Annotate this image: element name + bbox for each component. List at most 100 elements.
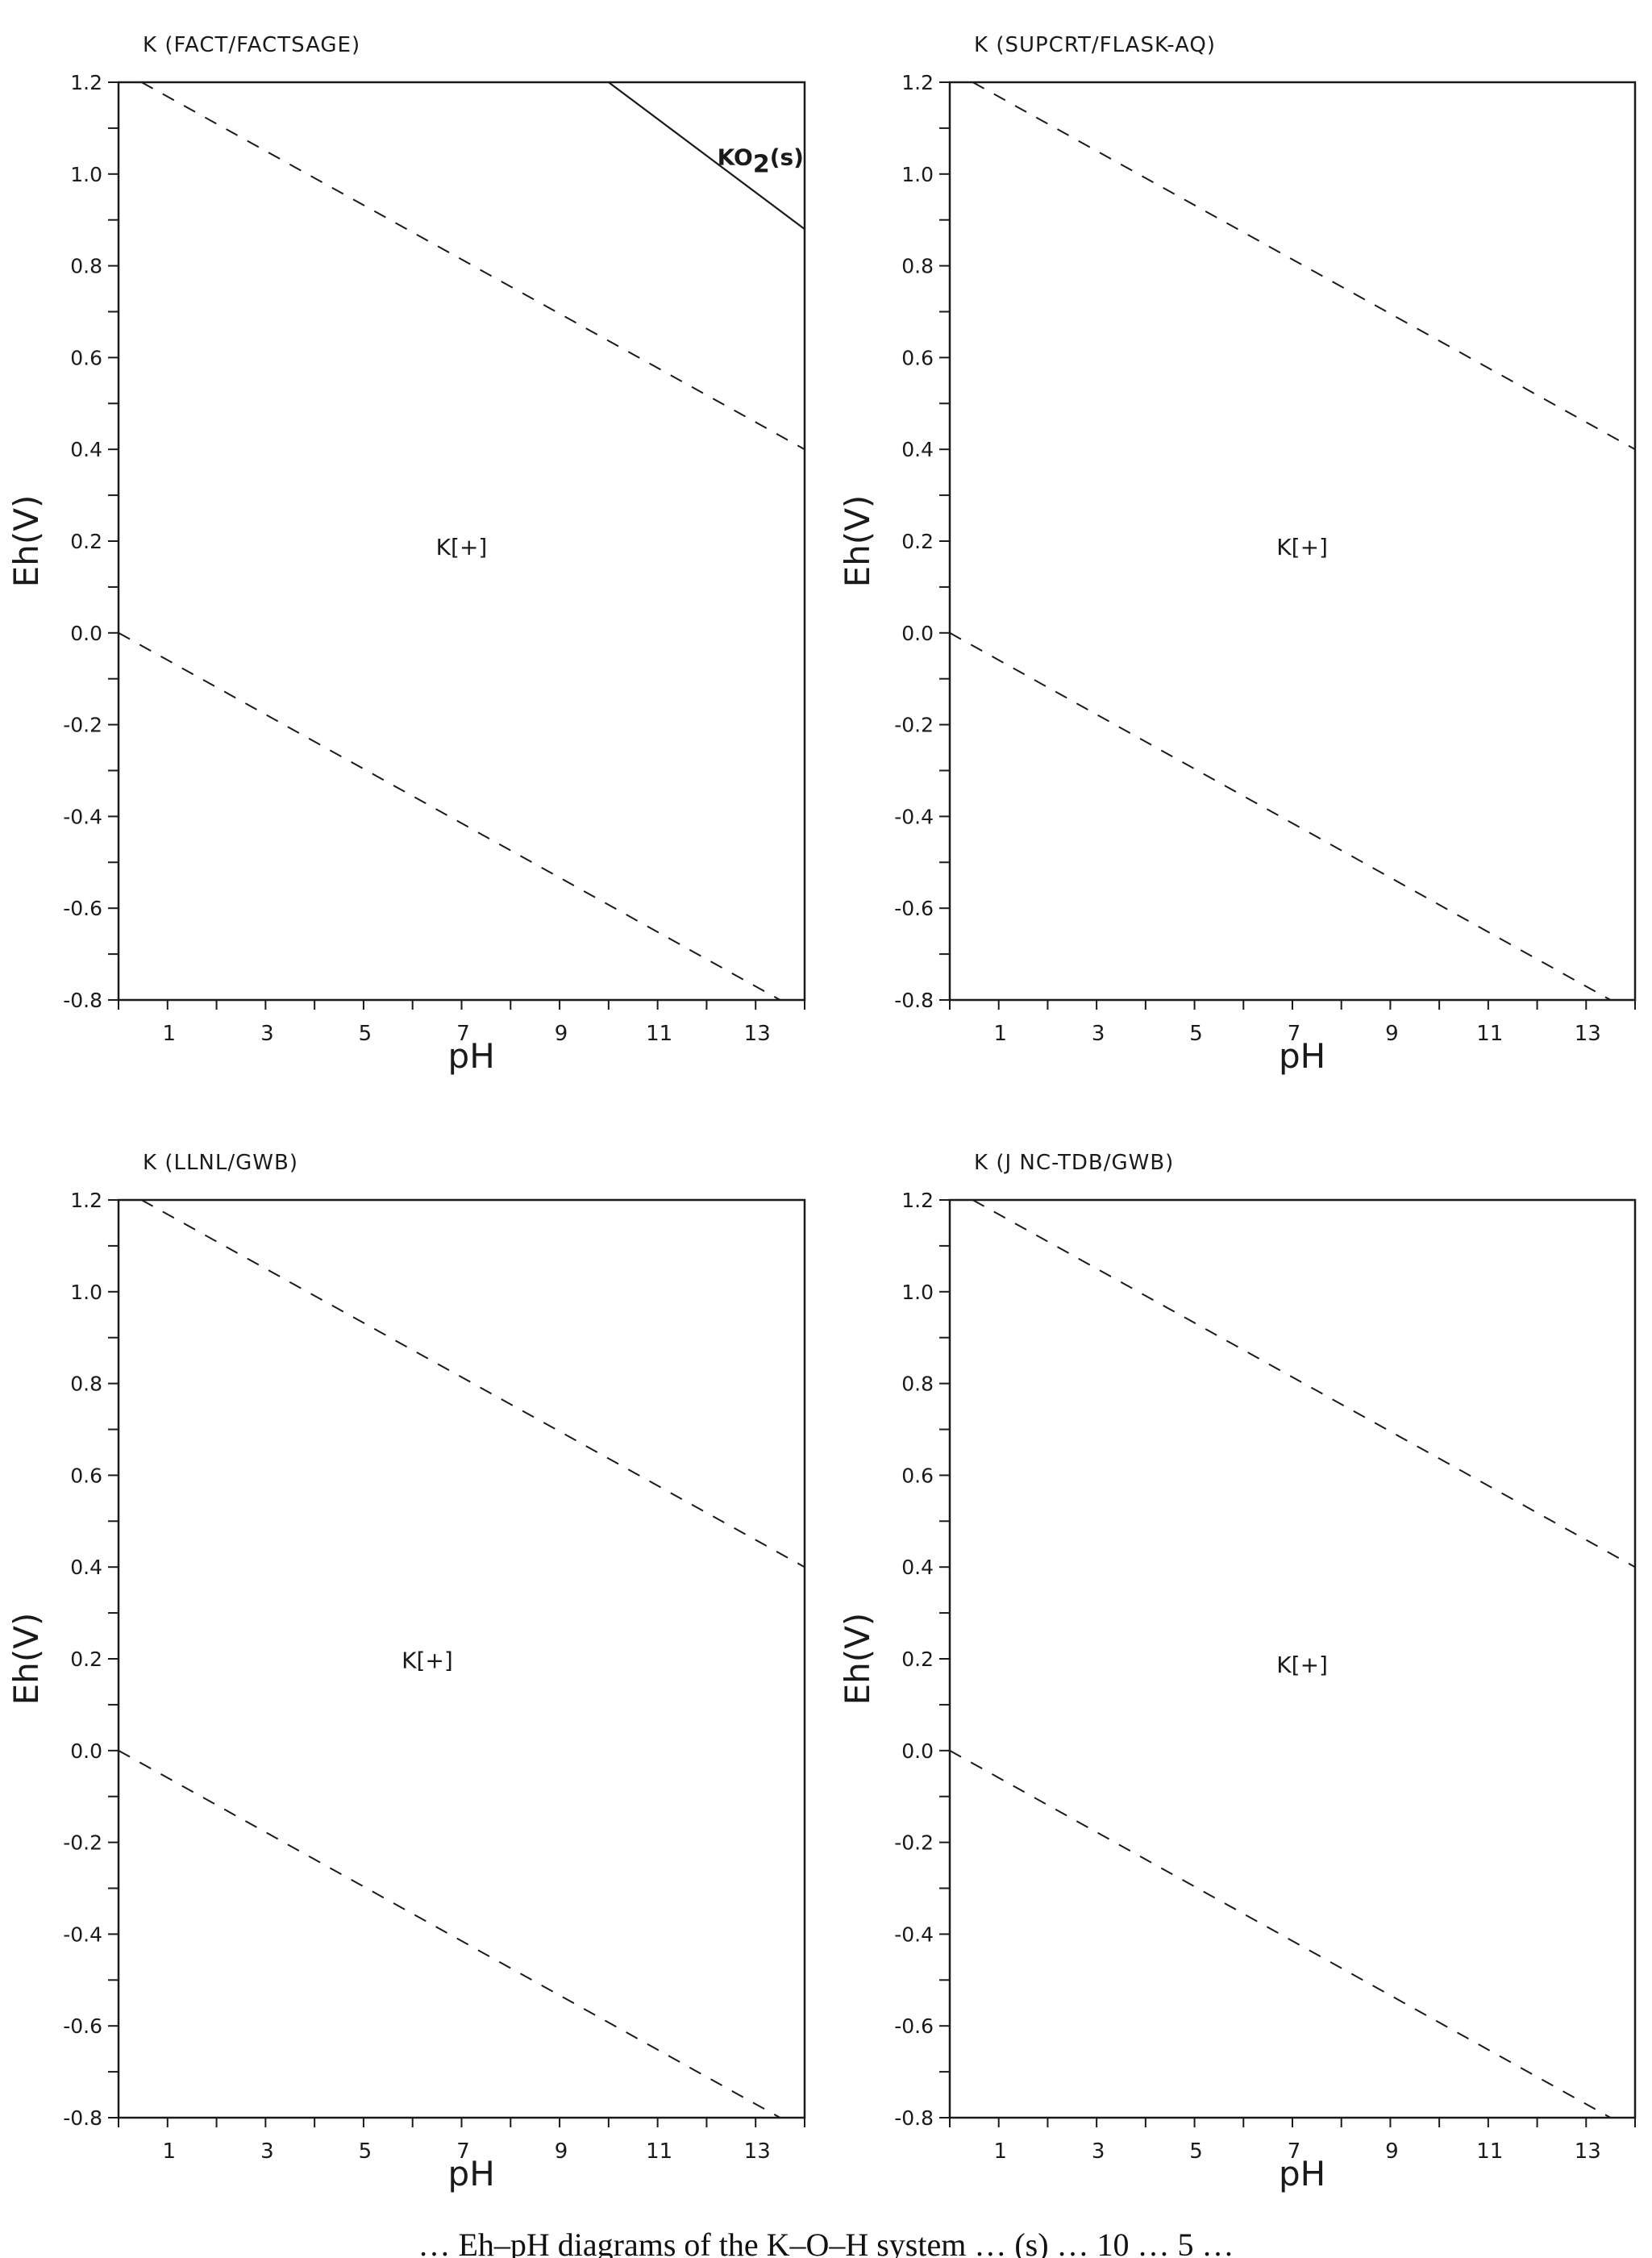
y-tick-label: 0.4 (901, 1556, 934, 1579)
y-tick-label: 1.0 (901, 1281, 934, 1304)
x-tick-label: 7 (456, 2139, 470, 2164)
y-tick-label: -0.2 (63, 1831, 102, 1855)
region-label-k-ion: K[+] (1276, 1652, 1328, 1678)
x-tick-label: 7 (1288, 2139, 1301, 2164)
y-tick-label: 0.8 (70, 255, 102, 278)
y-tick-label: 1.0 (70, 163, 102, 186)
y-tick-label: -0.8 (894, 2106, 934, 2130)
y-tick-label: -0.2 (63, 714, 102, 737)
y-tick-label: 1.2 (901, 71, 934, 94)
water-stability-line (118, 631, 781, 1001)
y-tick-label: -0.2 (894, 1831, 934, 1855)
y-axis-label: Eh(V) (838, 1613, 877, 1706)
x-axis-label: pH (1279, 1036, 1325, 1076)
y-axis-label: Eh(V) (838, 495, 877, 588)
x-tick-label: 13 (1575, 1022, 1601, 1046)
y-tick-label: 0.8 (901, 255, 934, 278)
x-tick-label: 11 (646, 1022, 672, 1046)
region-label-k-ion: K[+] (402, 1647, 453, 1673)
x-tick-label: 11 (1476, 1022, 1503, 1046)
x-tick-label: 1 (163, 1022, 177, 1046)
y-tick-label: 0.0 (901, 622, 934, 645)
x-tick-label: 1 (993, 2139, 1007, 2164)
y-tick-label: 0.4 (70, 438, 102, 461)
x-tick-label: 9 (1385, 2139, 1399, 2164)
figure-caption-partial: … Eh–pH diagrams of the K–O–H system … (… (418, 2227, 1234, 2258)
phase-boundary-line (608, 81, 805, 230)
panel-jnc-tdb-gwb: K (J NC-TDB/GWB) 1.2 1.0 0.8 0.6 0.4 0.2 0.0 -0.… (838, 1151, 1637, 2193)
y-tick-label: 0.2 (901, 530, 934, 553)
x-tick-label: 11 (646, 2139, 672, 2164)
water-stability-line (949, 631, 1612, 1001)
y-tick-label: 0.0 (901, 1739, 934, 1763)
y-tick-label: -0.8 (63, 2106, 102, 2130)
y-tick-label: -0.4 (63, 805, 102, 828)
x-tick-label: 3 (260, 1022, 274, 1046)
y-axis-label: Eh(V) (6, 495, 46, 588)
y-tick-label: 1.0 (901, 163, 934, 186)
x-tick-label: 1 (163, 2139, 177, 2164)
x-tick-label: 7 (456, 1022, 470, 1046)
y-tick-label: 0.2 (70, 1648, 102, 1671)
y-tick-label: 0.0 (70, 622, 102, 645)
y-tick-label: 1.2 (901, 1189, 934, 1212)
x-tick-label: 3 (260, 2139, 274, 2164)
x-tick-label: 7 (1288, 1022, 1301, 1046)
x-tick-label: 5 (359, 1022, 372, 1046)
x-tick-label: 9 (1385, 1022, 1399, 1046)
y-tick-label: -0.4 (894, 1923, 934, 1946)
y-tick-label: 0.4 (901, 438, 934, 461)
x-tick-label: 13 (1575, 2139, 1601, 2164)
x-tick-label: 9 (555, 1022, 568, 1046)
x-axis-label: pH (448, 1036, 495, 1076)
y-tick-label: -0.6 (63, 897, 102, 920)
region-label-ko2: KO2(s) (718, 144, 804, 178)
y-tick-label: 0.6 (70, 1464, 102, 1487)
y-axis-label: Eh(V) (6, 1613, 46, 1706)
water-stability-line (972, 81, 1636, 451)
water-stability-line (949, 1749, 1612, 2118)
panel-llnl-gwb: K (LLNL/GWB) 1.2 1.0 0.8 0.6 0.4 0.2 0.0 -0.2 -0.… (6, 1151, 806, 2193)
panel-title: K (LLNL/GWB) (143, 1151, 298, 1175)
y-tick-label: -0.4 (894, 805, 934, 828)
y-tick-label: 0.8 (901, 1373, 934, 1396)
x-axis-label: pH (448, 2154, 495, 2193)
y-tick-label: -0.4 (63, 1923, 102, 1946)
water-stability-line (141, 1199, 805, 1569)
water-stability-line (972, 1199, 1636, 1569)
x-tick-label: 11 (1476, 2139, 1503, 2164)
y-tick-label: 0.6 (901, 1464, 934, 1487)
water-stability-line (118, 1749, 781, 2118)
water-stability-line (141, 81, 805, 451)
y-tick-label: 0.0 (70, 1739, 102, 1763)
x-tick-label: 1 (993, 1022, 1007, 1046)
y-tick-label: 1.2 (70, 1189, 102, 1212)
y-tick-label: 0.6 (70, 346, 102, 369)
y-tick-label: 1.0 (70, 1281, 102, 1304)
panel-title: K (FACT/FACTSAGE) (143, 33, 360, 57)
panel-title: K (J NC-TDB/GWB) (974, 1151, 1174, 1175)
plot-frame (117, 1198, 806, 2119)
y-tick-label: 0.8 (70, 1373, 102, 1396)
y-tick-label: -0.8 (894, 989, 934, 1012)
x-tick-label: 13 (744, 1022, 771, 1046)
x-tick-label: 9 (555, 2139, 568, 2164)
x-tick-label: 5 (359, 2139, 372, 2164)
y-tick-label: -0.6 (63, 2014, 102, 2038)
x-tick-label: 3 (1092, 1022, 1105, 1046)
panel-title: K (SUPCRT/FLASK-AQ) (974, 33, 1216, 57)
y-tick-label: 0.4 (70, 1556, 102, 1579)
x-tick-label: 5 (1189, 1022, 1203, 1046)
y-tick-label: -0.8 (63, 989, 102, 1012)
y-tick-label: 1.2 (70, 71, 102, 94)
region-label-k-ion: K[+] (436, 534, 488, 560)
y-tick-label: -0.2 (894, 714, 934, 737)
panel-fact-factsage: K (FACT/FACTSAGE) 1.2 1.0 0.8 0.6 0.4 0.2 0.0 -0… (6, 33, 806, 1076)
y-tick-label: 0.2 (901, 1648, 934, 1671)
x-tick-label: 3 (1092, 2139, 1105, 2164)
y-tick-label: -0.6 (894, 897, 934, 920)
region-label-k-ion: K[+] (1276, 534, 1328, 560)
panel-supcrt-flask-aq: K (SUPCRT/FLASK-AQ) 1.2 1.0 0.8 0.6 0.4 0.2 0.0… (838, 33, 1637, 1076)
y-tick-label: 0.6 (901, 346, 934, 369)
